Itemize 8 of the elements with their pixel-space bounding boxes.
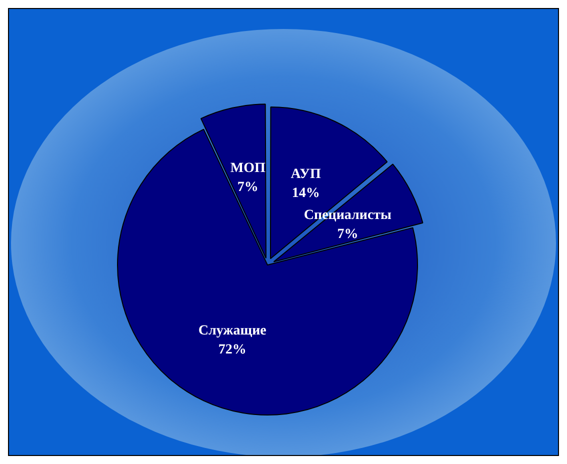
data-label: 72%: [218, 342, 246, 358]
slice-label: АУП: [290, 167, 321, 182]
slice-label: МОП: [230, 160, 266, 176]
slice-label: Служащие: [198, 323, 266, 338]
data-label: 7%: [237, 180, 258, 195]
data-label: 14%: [292, 186, 320, 202]
slice-label: Специалисты: [304, 208, 392, 223]
data-label: 7%: [337, 226, 358, 242]
